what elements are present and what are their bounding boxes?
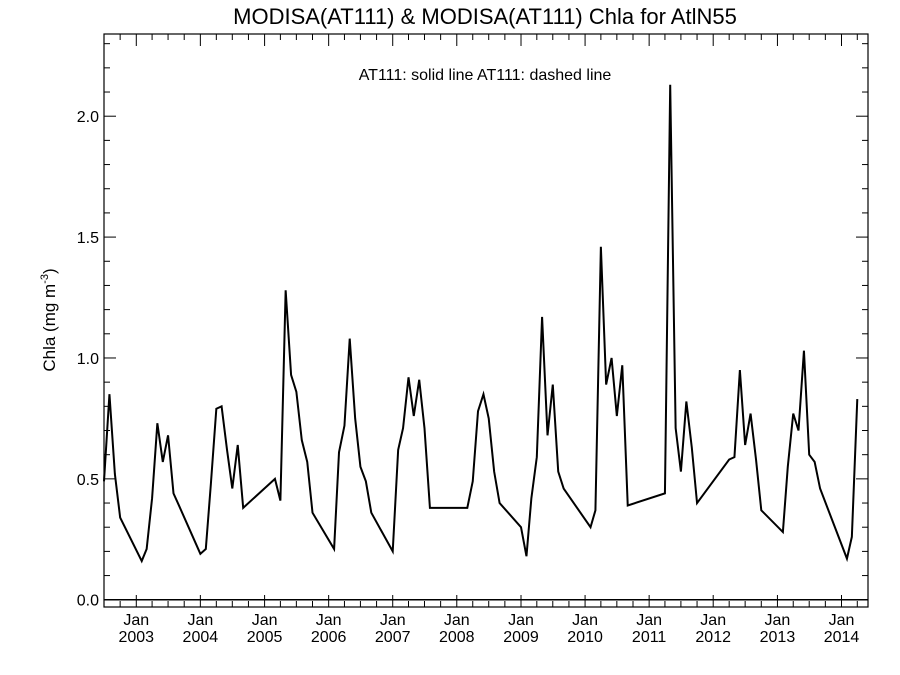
x-tick-month-label: Jan xyxy=(444,612,470,629)
x-tick-year-label: 2008 xyxy=(439,629,475,646)
x-tick-month-label: Jan xyxy=(316,612,342,629)
y-axis-label: Chla (mg m-3) xyxy=(39,268,59,371)
x-tick-month-label: Jan xyxy=(700,612,726,629)
x-tick-month-label: Jan xyxy=(636,612,662,629)
x-tick-month-label: Jan xyxy=(829,612,855,629)
x-tick-year-label: 2005 xyxy=(247,629,283,646)
y-tick-label: 1.5 xyxy=(77,230,99,247)
x-tick-year-label: 2007 xyxy=(375,629,411,646)
y-axis-label-superscript: -3 xyxy=(39,274,51,284)
plot-frame xyxy=(103,33,869,608)
x-tick-year-label: 2013 xyxy=(760,629,796,646)
x-tick-month-label: Jan xyxy=(187,612,213,629)
x-tick-year-label: 2011 xyxy=(632,629,667,646)
y-tick-label: 1.0 xyxy=(77,351,99,368)
x-tick-year-label: 2006 xyxy=(311,629,347,646)
x-tick-year-label: 2012 xyxy=(695,629,731,646)
y-tick-label: 0.5 xyxy=(77,472,99,489)
x-tick-month-label: Jan xyxy=(765,612,791,629)
y-axis-label-text: Chla (mg m xyxy=(40,284,59,372)
y-tick-label: 2.0 xyxy=(77,109,99,126)
x-tick-year-label: 2010 xyxy=(567,629,603,646)
chart-title: MODISA(AT111) & MODISA(AT111) Chla for A… xyxy=(233,4,737,29)
y-tick-label: 0.0 xyxy=(77,593,99,610)
legend-text: AT111: solid line AT111: dashed line xyxy=(359,67,612,84)
x-tick-month-label: Jan xyxy=(252,612,278,629)
x-tick-month-label: Jan xyxy=(572,612,598,629)
y-axis-label-close: ) xyxy=(40,268,59,274)
x-tick-month-label: Jan xyxy=(380,612,406,629)
x-tick-month-label: Jan xyxy=(123,612,149,629)
x-tick-year-label: 2003 xyxy=(118,629,154,646)
x-tick-year-label: 2009 xyxy=(503,629,539,646)
series-line xyxy=(103,84,859,564)
x-tick-month-label: Jan xyxy=(508,612,534,629)
x-tick-year-label: 2004 xyxy=(183,629,219,646)
x-tick-year-label: 2014 xyxy=(824,629,860,646)
plot-area: 0.00.51.01.52.0Jan2003Jan2004Jan2005Jan2… xyxy=(77,34,868,646)
